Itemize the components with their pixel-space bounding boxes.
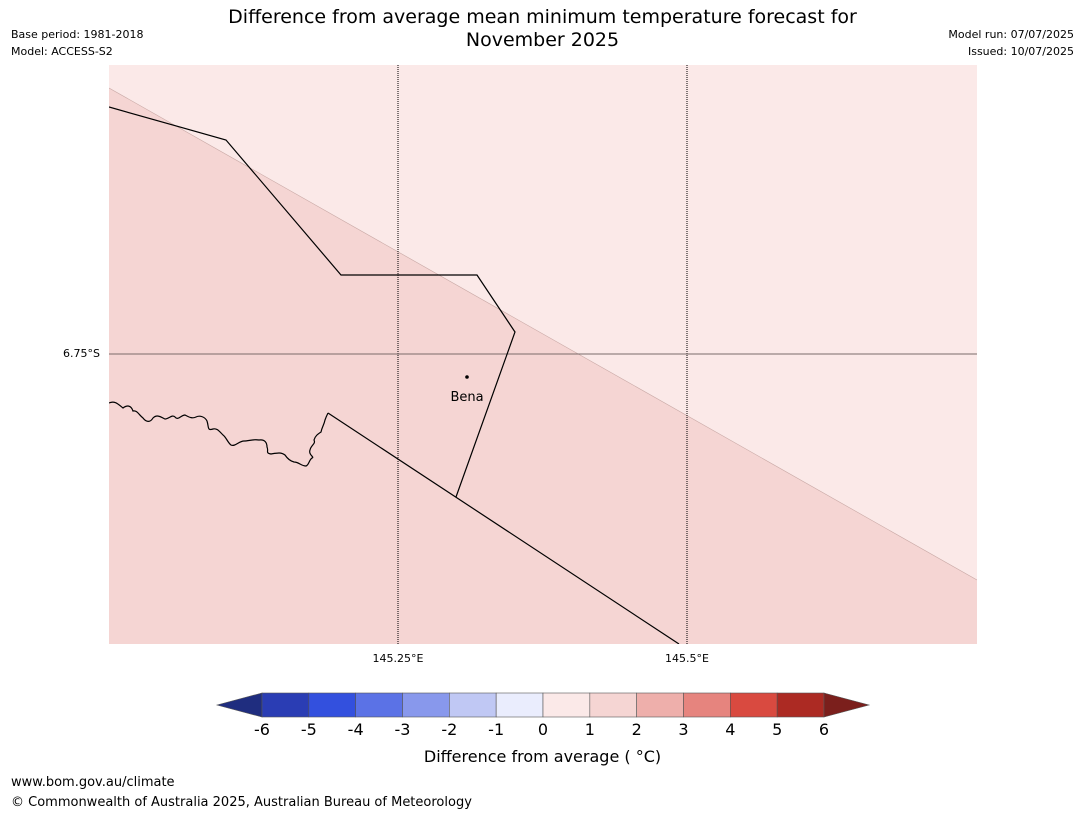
coastline [109,401,329,467]
footer-url[interactable]: www.bom.gov.au/climate [11,775,175,790]
colorbar-tick-label: -6 [254,720,270,739]
colorbar-cells [261,692,825,718]
model-name: Model: ACCESS-S2 [11,45,113,58]
colorbar-tick-label: -5 [300,720,317,739]
colorbar-svg [215,692,871,718]
colorbar-tick-label: -1 [488,720,505,739]
lat-label: 6.75°S [63,347,100,360]
colorbar-cell [730,692,778,718]
colorbar-tick-label: 3 [678,720,689,739]
page-title: Difference from average mean minimum tem… [190,6,895,52]
colorbar-tick-label: 1 [584,720,595,739]
base-period: Base period: 1981-2018 [11,28,144,41]
colorbar-cell [261,692,310,718]
colorbar-cell [683,692,731,718]
colorbar-cell [495,692,544,718]
province-boundary-south [327,412,680,644]
colorbar [0,690,1085,730]
town-label-bena: Bena [450,390,483,405]
colorbar-max-arrow [823,692,871,718]
colorbar-tick-label: -4 [347,720,364,739]
colorbar-cell [776,692,825,718]
colorbar-tick-label: -2 [441,720,458,739]
title-line-2: November 2025 [465,29,620,51]
colorbar-cell [589,692,637,718]
colorbar-tick-label: 6 [818,720,830,739]
colorbar-tick-label: 4 [725,720,736,739]
issued-date: Issued: 10/07/2025 [967,45,1074,58]
colorbar-cell [542,692,591,718]
meta-right: Model run: 07/07/2025 Issued: 10/07/2025 [948,26,1074,60]
colorbar-cell [402,692,450,718]
colorbar-cell [449,692,497,718]
map-panel: Bena [109,65,977,644]
zone-boundary [109,87,977,581]
lon-label-145-5: 145.5°E [665,652,709,665]
colorbar-tick-label: 2 [631,720,642,739]
lon-label-145-25: 145.25°E [372,652,424,665]
colorbar-tick-label: -3 [394,720,411,739]
colorbar-cell [636,692,684,718]
province-boundary [109,106,516,498]
zone-1-to-2 [109,88,977,644]
map-svg: Bena [109,65,977,644]
colorbar-cell [308,692,356,718]
colorbar-tick-label: 5 [772,720,783,739]
footer-copyright: © Commonwealth of Australia 2025, Austra… [11,795,472,810]
model-run: Model run: 07/07/2025 [948,28,1074,41]
town-marker [465,375,469,379]
colorbar-label: Difference from average ( °C) [423,747,662,766]
colorbar-min-arrow [215,692,263,718]
colorbar-tick-label: 0 [537,720,549,739]
title-line-1: Difference from average mean minimum tem… [228,6,857,28]
colorbar-cell [355,692,403,718]
meta-left: Base period: 1981-2018 Model: ACCESS-S2 [11,26,143,60]
